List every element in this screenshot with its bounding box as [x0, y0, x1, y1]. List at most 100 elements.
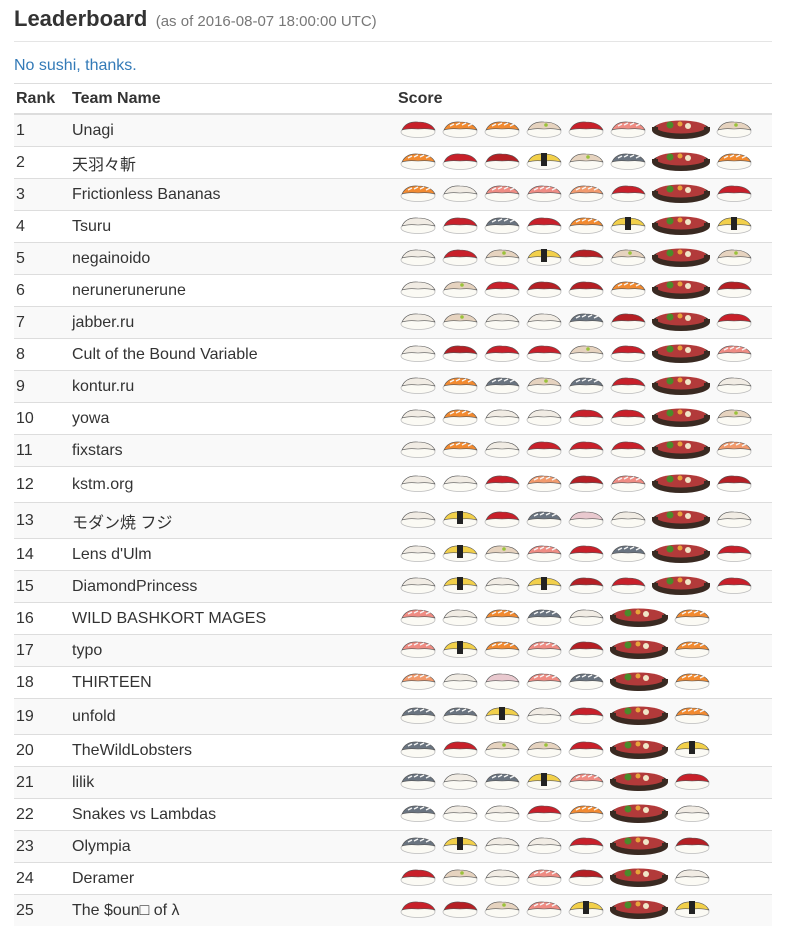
maguro-sushi-icon	[566, 541, 606, 568]
tamago-sushi-icon	[524, 573, 564, 600]
table-row: 3 Frictionless Bananas	[14, 178, 772, 211]
team-name-cell: モダン焼 フジ	[68, 502, 396, 539]
sushi-score-icons	[398, 607, 772, 631]
maguro-sushi-icon	[714, 181, 754, 208]
maguro-sushi-icon	[566, 833, 606, 860]
toro-sushi-icon	[398, 637, 438, 664]
maguro-sushi-icon	[608, 573, 648, 600]
hamachi-sushi-icon	[482, 737, 522, 764]
rank-cell: 21	[14, 766, 68, 799]
ika-sushi-icon	[398, 541, 438, 568]
ika-sushi-icon	[482, 573, 522, 600]
sukiyaki-sushi-icon	[650, 571, 712, 602]
ebi-sushi-icon	[524, 471, 564, 498]
rank-cell: 18	[14, 666, 68, 699]
hamachi-sushi-icon	[714, 245, 754, 272]
toro-sushi-icon	[524, 897, 564, 924]
table-row: 25 The $oun□ of λ	[14, 894, 772, 926]
salmon-sushi-icon	[566, 801, 606, 828]
leaderboard-table: Rank Team Name Score 1 Unagi 2 天羽々斬 3 Frictio…	[14, 83, 772, 926]
team-name-cell: negainoido	[68, 242, 396, 275]
toro-sushi-icon	[608, 471, 648, 498]
table-row: 5 negainoido	[14, 242, 772, 275]
table-row: 14 Lens d'Ulm	[14, 538, 772, 571]
sukiyaki-sushi-icon	[608, 635, 670, 666]
rank-cell: 24	[14, 862, 68, 895]
score-cell	[396, 766, 772, 799]
ika-sushi-icon	[398, 437, 438, 464]
maguro-sushi-icon	[566, 437, 606, 464]
team-name-cell: Frictionless Bananas	[68, 178, 396, 211]
rank-cell: 19	[14, 698, 68, 735]
score-cell	[396, 666, 772, 699]
team-name-cell: TheWildLobsters	[68, 734, 396, 767]
score-cell	[396, 570, 772, 603]
team-name-cell: Deramer	[68, 862, 396, 895]
saba-sushi-icon	[608, 541, 648, 568]
ika-sushi-icon	[440, 769, 480, 796]
ika-sushi-icon	[524, 309, 564, 336]
akami-sushi-icon	[566, 277, 606, 304]
sushi-score-icons	[398, 509, 772, 533]
table-row: 13 モダン焼 フジ	[14, 502, 772, 539]
maguro-sushi-icon	[482, 341, 522, 368]
table-row: 20 TheWildLobsters	[14, 734, 772, 767]
score-cell	[396, 402, 772, 435]
sukiyaki-sushi-icon	[650, 539, 712, 570]
maguro-sushi-icon	[714, 573, 754, 600]
score-cell	[396, 370, 772, 403]
score-cell	[396, 502, 772, 539]
sushi-score-icons	[398, 375, 772, 399]
sukiyaki-sushi-icon	[608, 735, 670, 766]
sukiyaki-sushi-icon	[650, 275, 712, 306]
team-name-cell: Cult of the Bound Variable	[68, 338, 396, 371]
team-name-cell: lilik	[68, 766, 396, 799]
toro-sushi-icon	[398, 605, 438, 632]
sushi-score-icons	[398, 835, 772, 859]
team-name-cell: jabber.ru	[68, 306, 396, 339]
maguro-sushi-icon	[440, 737, 480, 764]
team-name-cell: yowa	[68, 402, 396, 435]
score-cell	[396, 113, 772, 147]
toro-sushi-icon	[524, 865, 564, 892]
sukiyaki-sushi-icon	[608, 603, 670, 634]
sukiyaki-sushi-icon	[608, 799, 670, 830]
toro-sushi-icon	[524, 669, 564, 696]
score-cell	[396, 146, 772, 179]
table-row: 11 fixstars	[14, 434, 772, 467]
salmon-sushi-icon	[440, 437, 480, 464]
team-name-cell: Olympia	[68, 830, 396, 863]
sukiyaki-sushi-icon	[650, 339, 712, 370]
sushi-score-icons	[398, 473, 772, 497]
sushi-score-icons	[398, 119, 772, 143]
table-row: 9 kontur.ru	[14, 370, 772, 403]
team-name-cell: WILD BASHKORT MAGES	[68, 602, 396, 635]
team-name-cell: Unagi	[68, 113, 396, 147]
hamachi-sushi-icon	[714, 405, 754, 432]
table-row: 2 天羽々斬	[14, 146, 772, 179]
page-subtitle: (as of 2016-08-07 18:00:00 UTC)	[155, 13, 377, 30]
saba-sushi-icon	[440, 703, 480, 730]
sukiyaki-sushi-icon	[650, 243, 712, 274]
toro-sushi-icon	[524, 181, 564, 208]
toro-sushi-icon	[714, 341, 754, 368]
ika-sushi-icon	[714, 507, 754, 534]
sukiyaki-sushi-icon	[608, 701, 670, 732]
no-sushi-toggle-link[interactable]: No sushi, thanks.	[14, 57, 137, 74]
akami-sushi-icon	[566, 573, 606, 600]
sushi-score-icons	[398, 439, 772, 463]
page-title: Leaderboard	[14, 6, 148, 31]
maguro-sushi-icon	[524, 437, 564, 464]
maguro-sushi-icon	[524, 213, 564, 240]
ika-sushi-icon	[440, 801, 480, 828]
ika-sushi-icon	[482, 833, 522, 860]
sukiyaki-sushi-icon	[650, 403, 712, 434]
hamachi-sushi-icon	[566, 341, 606, 368]
score-cell	[396, 338, 772, 371]
tamago-sushi-icon	[608, 213, 648, 240]
maguro-sushi-icon	[524, 801, 564, 828]
table-row: 19 unfold	[14, 698, 772, 735]
akami-sushi-icon	[566, 471, 606, 498]
score-cell	[396, 306, 772, 339]
ika-sushi-icon	[672, 801, 712, 828]
